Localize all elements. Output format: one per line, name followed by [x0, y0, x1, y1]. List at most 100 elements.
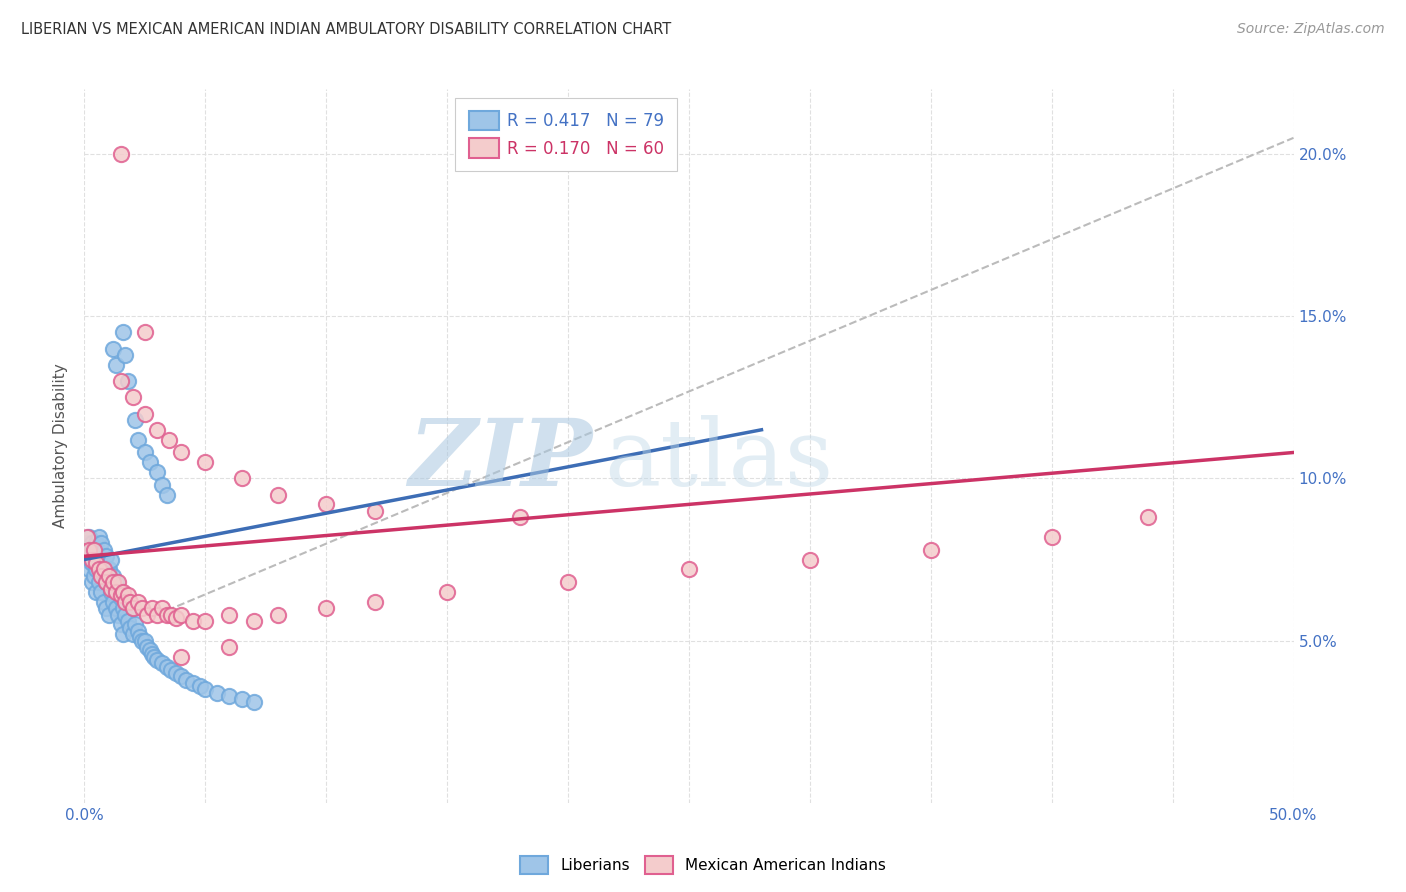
Point: [194, 614, 217, 628]
Point: [77, 542, 100, 557]
Point: [121, 390, 143, 404]
Point: [80, 556, 103, 570]
Point: [170, 445, 193, 459]
Y-axis label: Ambulatory Disability: Ambulatory Disability: [53, 364, 69, 528]
Point: [117, 588, 139, 602]
Point: [100, 585, 122, 599]
Point: [114, 607, 136, 622]
Point: [114, 595, 136, 609]
Point: [315, 497, 337, 511]
Point: [231, 692, 253, 706]
Point: [170, 607, 193, 622]
Point: [557, 575, 579, 590]
Point: [127, 595, 149, 609]
Point: [131, 633, 153, 648]
Point: [138, 455, 160, 469]
Point: [94, 549, 117, 564]
Point: [104, 575, 127, 590]
Point: [509, 510, 531, 524]
Point: [93, 595, 115, 609]
Point: [80, 575, 103, 590]
Text: LIBERIAN VS MEXICAN AMERICAN INDIAN AMBULATORY DISABILITY CORRELATION CHART: LIBERIAN VS MEXICAN AMERICAN INDIAN AMBU…: [21, 22, 671, 37]
Point: [207, 685, 229, 699]
Point: [76, 552, 98, 566]
Point: [134, 445, 156, 459]
Point: [150, 601, 173, 615]
Legend: Liberians, Mexican American Indians: Liberians, Mexican American Indians: [515, 850, 891, 880]
Point: [138, 643, 160, 657]
Point: [157, 433, 180, 447]
Point: [86, 536, 108, 550]
Point: [127, 433, 149, 447]
Point: [165, 611, 187, 625]
Point: [83, 542, 105, 557]
Point: [86, 556, 108, 570]
Point: [194, 455, 217, 469]
Point: [104, 358, 127, 372]
Point: [97, 562, 120, 576]
Point: [80, 536, 103, 550]
Point: [107, 575, 129, 590]
Point: [170, 669, 193, 683]
Point: [678, 562, 700, 576]
Point: [114, 348, 136, 362]
Point: [1137, 510, 1160, 524]
Point: [155, 659, 177, 673]
Point: [267, 607, 290, 622]
Point: [97, 568, 120, 582]
Point: [436, 585, 458, 599]
Point: [134, 633, 156, 648]
Point: [363, 504, 385, 518]
Point: [190, 679, 212, 693]
Point: [121, 601, 143, 615]
Point: [112, 601, 135, 615]
Point: [141, 601, 163, 615]
Text: atlas: atlas: [605, 416, 834, 505]
Point: [124, 617, 146, 632]
Point: [110, 617, 132, 632]
Point: [103, 342, 125, 356]
Point: [86, 585, 108, 599]
Point: [104, 601, 127, 615]
Point: [1040, 530, 1063, 544]
Point: [103, 595, 125, 609]
Point: [97, 607, 120, 622]
Point: [80, 552, 103, 566]
Point: [155, 607, 177, 622]
Point: [104, 585, 127, 599]
Point: [100, 552, 122, 566]
Point: [920, 542, 942, 557]
Point: [143, 649, 166, 664]
Point: [94, 575, 117, 590]
Point: [90, 562, 112, 576]
Point: [90, 536, 112, 550]
Point: [267, 488, 290, 502]
Point: [107, 585, 129, 599]
Point: [87, 562, 110, 576]
Point: [218, 640, 240, 654]
Point: [76, 536, 98, 550]
Point: [160, 607, 183, 622]
Point: [146, 423, 169, 437]
Point: [150, 657, 173, 671]
Point: [87, 530, 110, 544]
Point: [121, 601, 143, 615]
Point: [100, 582, 122, 596]
Point: [170, 649, 193, 664]
Point: [120, 595, 142, 609]
Point: [146, 653, 169, 667]
Legend: R = 0.417   N = 79, R = 0.170   N = 60: R = 0.417 N = 79, R = 0.170 N = 60: [456, 97, 678, 171]
Point: [242, 695, 264, 709]
Point: [150, 478, 173, 492]
Point: [155, 488, 177, 502]
Point: [181, 614, 204, 628]
Point: [77, 542, 100, 557]
Point: [134, 326, 156, 340]
Point: [181, 675, 204, 690]
Point: [83, 542, 105, 557]
Point: [112, 326, 135, 340]
Text: Source: ZipAtlas.com: Source: ZipAtlas.com: [1237, 22, 1385, 37]
Point: [218, 689, 240, 703]
Point: [134, 407, 156, 421]
Point: [136, 640, 159, 654]
